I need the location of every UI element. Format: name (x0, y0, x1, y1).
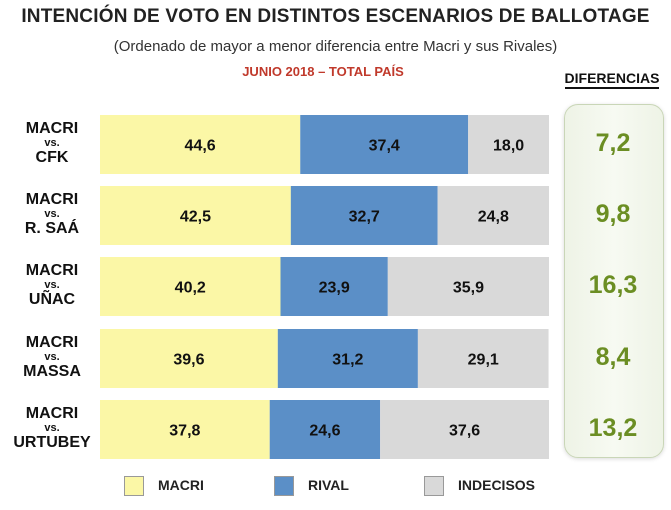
row-label-3: MACRI vs. UÑAC (6, 263, 98, 308)
row-label-5: MACRI vs. URTUBEY (6, 406, 98, 451)
bar-rival-row-2 (290, 186, 438, 245)
bar-label-indecisos-row-5: 37,6 (449, 423, 480, 440)
legend-label: INDECISOS (458, 477, 536, 493)
differences-panel (564, 104, 664, 458)
legend-label: MACRI (158, 477, 204, 493)
bar-indecisos-row-4 (417, 329, 549, 388)
row-label-primary: MACRI (25, 262, 79, 279)
bar-label-macri-row-1: 44,6 (185, 138, 216, 155)
bar-rival-row-5 (269, 400, 381, 459)
bar-label-indecisos-row-2: 24,8 (478, 209, 509, 226)
bar-label-macri-row-3: 40,2 (175, 280, 206, 297)
legend-swatch (274, 476, 294, 496)
bar-label-macri-row-2: 42,5 (180, 209, 211, 226)
bar-label-indecisos-row-3: 35,9 (453, 280, 484, 297)
row-label-rival: R. SAÁ (24, 220, 80, 237)
bar-rival-row-1 (300, 115, 469, 174)
row-label-vs: vs. (44, 279, 60, 291)
difference-value-row-4: 8,4 (595, 342, 631, 371)
bar-label-rival-row-1: 37,4 (369, 138, 400, 155)
row-label-1: MACRI vs. CFK (6, 121, 98, 166)
bar-macri-row-1 (100, 115, 301, 174)
bar-label-rival-row-4: 31,2 (332, 352, 363, 369)
difference-value-row-5: 13,2 (588, 413, 638, 442)
bar-macri-row-3 (100, 257, 281, 316)
bar-macri-row-4 (100, 329, 278, 388)
legend-label: RIVAL (308, 477, 349, 493)
row-label-vs: vs. (44, 137, 60, 149)
bar-rival-row-3 (280, 257, 388, 316)
bar-label-indecisos-row-4: 29,1 (468, 352, 499, 369)
row-label-rival: CFK (35, 149, 69, 166)
difference-value-row-3: 16,3 (588, 270, 638, 299)
row-label-2: MACRI vs. R. SAÁ (6, 192, 98, 237)
bar-macri-row-2 (100, 186, 291, 245)
row-label-4: MACRI vs. MASSA (6, 335, 98, 380)
bar-label-macri-row-5: 37,8 (169, 423, 200, 440)
row-label-primary: MACRI (25, 120, 79, 137)
bar-rival-row-4 (277, 329, 418, 388)
legend-swatch (124, 476, 144, 496)
difference-value-row-1: 7,2 (595, 128, 631, 157)
row-label-rival: MASSA (23, 363, 81, 380)
bar-indecisos-row-2 (437, 186, 549, 245)
row-label-primary: MACRI (25, 405, 79, 422)
row-label-vs: vs. (44, 208, 60, 220)
bar-label-rival-row-2: 32,7 (349, 209, 380, 226)
bar-label-rival-row-5: 24,6 (309, 423, 340, 440)
row-label-rival: UÑAC (28, 291, 76, 308)
row-label-rival: URTUBEY (13, 434, 91, 451)
differences-title-text: DIFERENCIAS (564, 70, 660, 89)
chart-period: JUNIO 2018 – TOTAL PAÍS (242, 64, 404, 79)
bar-indecisos-row-5 (380, 400, 549, 459)
difference-value-row-2: 9,8 (595, 199, 631, 228)
row-label-vs: vs. (44, 351, 60, 363)
bar-indecisos-row-1 (468, 115, 549, 174)
row-label-vs: vs. (44, 422, 60, 434)
bar-label-rival-row-3: 23,9 (319, 280, 350, 297)
differences-title: DIFERENCIAS (554, 70, 670, 89)
chart-subtitle: (Ordenado de mayor a menor diferencia en… (113, 38, 558, 55)
row-label-primary: MACRI (25, 191, 79, 208)
chart-title: INTENCIÓN DE VOTO EN DISTINTOS ESCENARIO… (21, 6, 650, 27)
bar-label-indecisos-row-1: 18,0 (493, 138, 524, 155)
bar-indecisos-row-3 (387, 257, 549, 316)
legend-swatch (424, 476, 444, 496)
bar-macri-row-5 (100, 400, 270, 459)
bar-label-macri-row-4: 39,6 (173, 352, 204, 369)
row-label-primary: MACRI (25, 334, 79, 351)
